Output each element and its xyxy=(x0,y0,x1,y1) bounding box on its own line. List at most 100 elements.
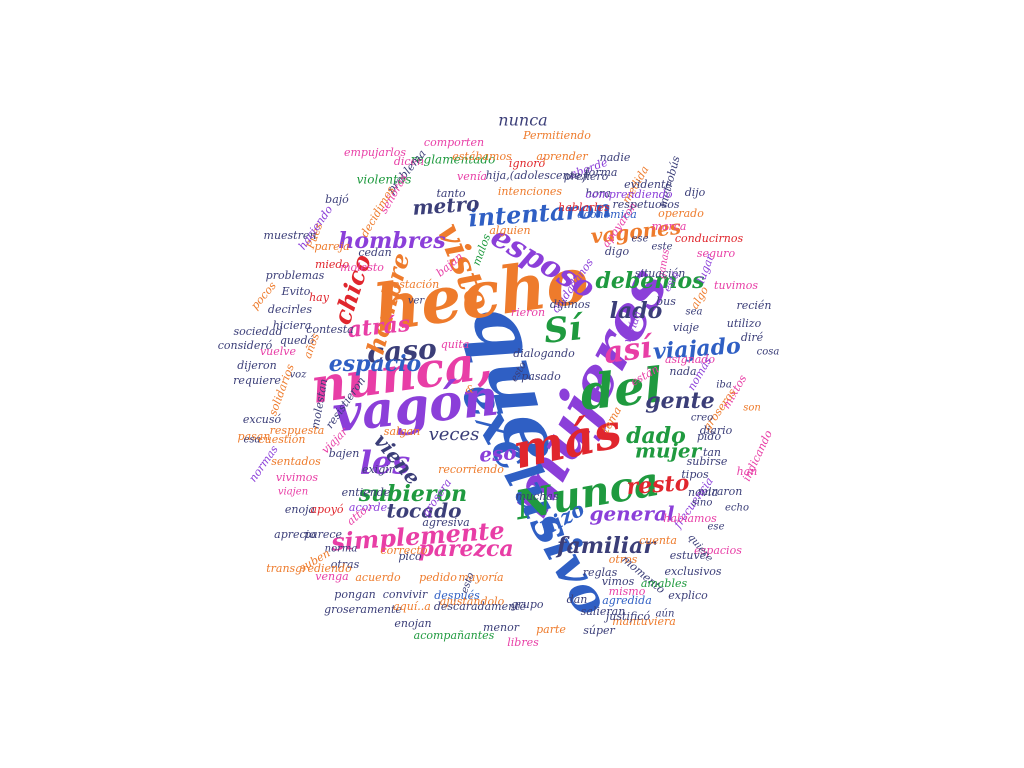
word-ese-79: ese xyxy=(632,234,649,245)
word-echo-168: echo xyxy=(725,503,749,514)
word-pongan-194: pongan xyxy=(334,588,375,601)
word-familiar-38: familiar xyxy=(555,533,656,559)
word-problemas-89: problemas xyxy=(266,269,325,282)
word-estuve-182: estuve xyxy=(670,549,707,562)
word-miraron-159: miraron xyxy=(698,485,743,498)
word-agresiva-171: agresiva xyxy=(422,516,469,529)
word-venga-185: venga xyxy=(315,570,348,583)
word-situación-91: situación xyxy=(635,267,686,280)
word-vivimos-151: vivimos xyxy=(276,471,319,484)
word-hombres-15: hombres xyxy=(338,228,445,254)
word-parte-212: parte xyxy=(536,623,566,636)
word-acuerdo-186: acuerdo xyxy=(355,571,401,584)
word-cosa-117: cosa xyxy=(757,347,780,358)
word-aún-206: aún xyxy=(656,609,675,620)
word-hiciera-103: hiciera xyxy=(273,319,312,332)
word-violentos-52: violentos xyxy=(357,173,412,187)
word-norma-174: norma xyxy=(325,544,358,555)
word-diario-141: diario xyxy=(700,424,733,437)
word-cuestión-143: cuestión xyxy=(258,433,305,446)
word-forma-56: forma xyxy=(584,166,618,179)
word-gente-22: gente xyxy=(645,388,715,414)
word-tuvimos-93: tuvimos xyxy=(714,279,758,292)
word-enojan-207: enojan xyxy=(394,617,431,630)
word-metro-26: metro xyxy=(412,191,481,220)
word-Evito-95: Evito xyxy=(281,285,311,298)
word-ajustándolo-197: ajustándolo xyxy=(440,595,505,608)
word-hijaadolescente-54: hija,(adolescente,) xyxy=(486,169,589,182)
word-molesto-84: molesto xyxy=(340,261,384,274)
word-intenciones-63: intenciones xyxy=(498,185,563,198)
word-caso-13: caso xyxy=(366,332,438,370)
word-sociedad-108: sociedad xyxy=(233,325,282,338)
word-hora-57: hora xyxy=(585,187,611,200)
word-tan-146: tan xyxy=(703,446,721,459)
word-debemos-23: debemos xyxy=(595,268,704,294)
word-aprecio-169: aprecio xyxy=(274,528,316,541)
word-ver-218: ver xyxy=(408,296,426,307)
word-salgan-139: salgan xyxy=(384,425,420,438)
word-han-155: han xyxy=(737,465,758,478)
word-entiende-157: entiende xyxy=(342,486,391,499)
word-seguro-82: seguro xyxy=(697,247,736,260)
word-enoja-160: enoja xyxy=(285,503,315,516)
word-respuesta-144: respuesta xyxy=(270,424,325,437)
word-tocado-29: tocado xyxy=(386,499,461,523)
word-comprendiendo-64: comprendiendo xyxy=(586,188,673,201)
word-pasan-137: pasan xyxy=(238,430,271,443)
word-marca-75: marca xyxy=(652,220,687,233)
word-viaje-111: viaje xyxy=(673,321,700,334)
word-así-12: así xyxy=(602,330,657,372)
word-parece-170: parece xyxy=(304,528,343,541)
word-novia-158: novia xyxy=(688,486,718,499)
word-muchas-165: muchas xyxy=(516,490,559,503)
word-utilizo-107: utilizo xyxy=(727,317,762,330)
word-tanto-62: tanto xyxy=(436,187,465,200)
word-acorde-161: acorde xyxy=(349,501,388,514)
word-bajen-145: bajen xyxy=(329,447,360,460)
word-recién-102: recién xyxy=(736,299,771,312)
word-muestren-72: muestren xyxy=(264,229,317,242)
word-hablarles-69: hablarles xyxy=(558,201,610,214)
word-cedan-77: cedan xyxy=(358,246,391,259)
word-cuenta-176: cuenta xyxy=(639,534,677,547)
word-amables-193: amables xyxy=(641,577,688,590)
word-vuelve-116: vuelve xyxy=(260,345,297,358)
word-mantuviera-209: mantuviera xyxy=(612,615,676,628)
word-pedido-187: pedido xyxy=(419,571,457,584)
word-correcto-175: correcto xyxy=(380,544,427,557)
word-habíamos-172: habíamos xyxy=(663,512,717,525)
word-vimos-192: vimos xyxy=(602,575,635,588)
word-evidente-66: evidente xyxy=(624,178,672,191)
word-acompañantes-214: acompañantes xyxy=(414,629,495,642)
word-dialogando-121: dialogando xyxy=(513,347,575,360)
word-nunca-40: nunca xyxy=(498,111,547,130)
word-subieron-27: subieron xyxy=(358,481,467,507)
word-Sí-11: Sí xyxy=(542,308,587,352)
word-ignoró-47: ignoró xyxy=(509,157,546,170)
word-descaradamente-211: descaradamente xyxy=(434,600,527,613)
word-subirse-149: subirse xyxy=(687,455,728,468)
word-comporten-42: comporten xyxy=(424,136,484,149)
word-operado-71: operado xyxy=(658,207,704,220)
word-viajen-156: viajen xyxy=(278,487,308,498)
word-salieran-205: salieran xyxy=(581,605,626,618)
word-hay-96: hay xyxy=(309,291,330,304)
word-pasado-128: pasado xyxy=(521,370,561,383)
word-bus-100: bus xyxy=(656,295,676,308)
word-quita-115: quita xyxy=(441,338,470,351)
word-nadie-49: nadie xyxy=(600,151,631,164)
word-nada-122: nada xyxy=(669,365,696,378)
word-creo-136: creo xyxy=(691,413,713,424)
word-conducirnos-81: conducirnos xyxy=(675,232,744,245)
word-aquía-202: aquí..a xyxy=(393,600,431,613)
word-dijo-65: dijo xyxy=(685,186,706,199)
word-alguien-78: alguien xyxy=(489,224,530,237)
word-iba-125: iba xyxy=(716,380,732,391)
word-económica-70: económica xyxy=(577,208,637,221)
word-les-16: les xyxy=(360,444,411,482)
word-del-7: del xyxy=(578,357,666,421)
word-grupo-198: grupo xyxy=(510,598,543,611)
word-pido-140: pido xyxy=(697,430,722,443)
